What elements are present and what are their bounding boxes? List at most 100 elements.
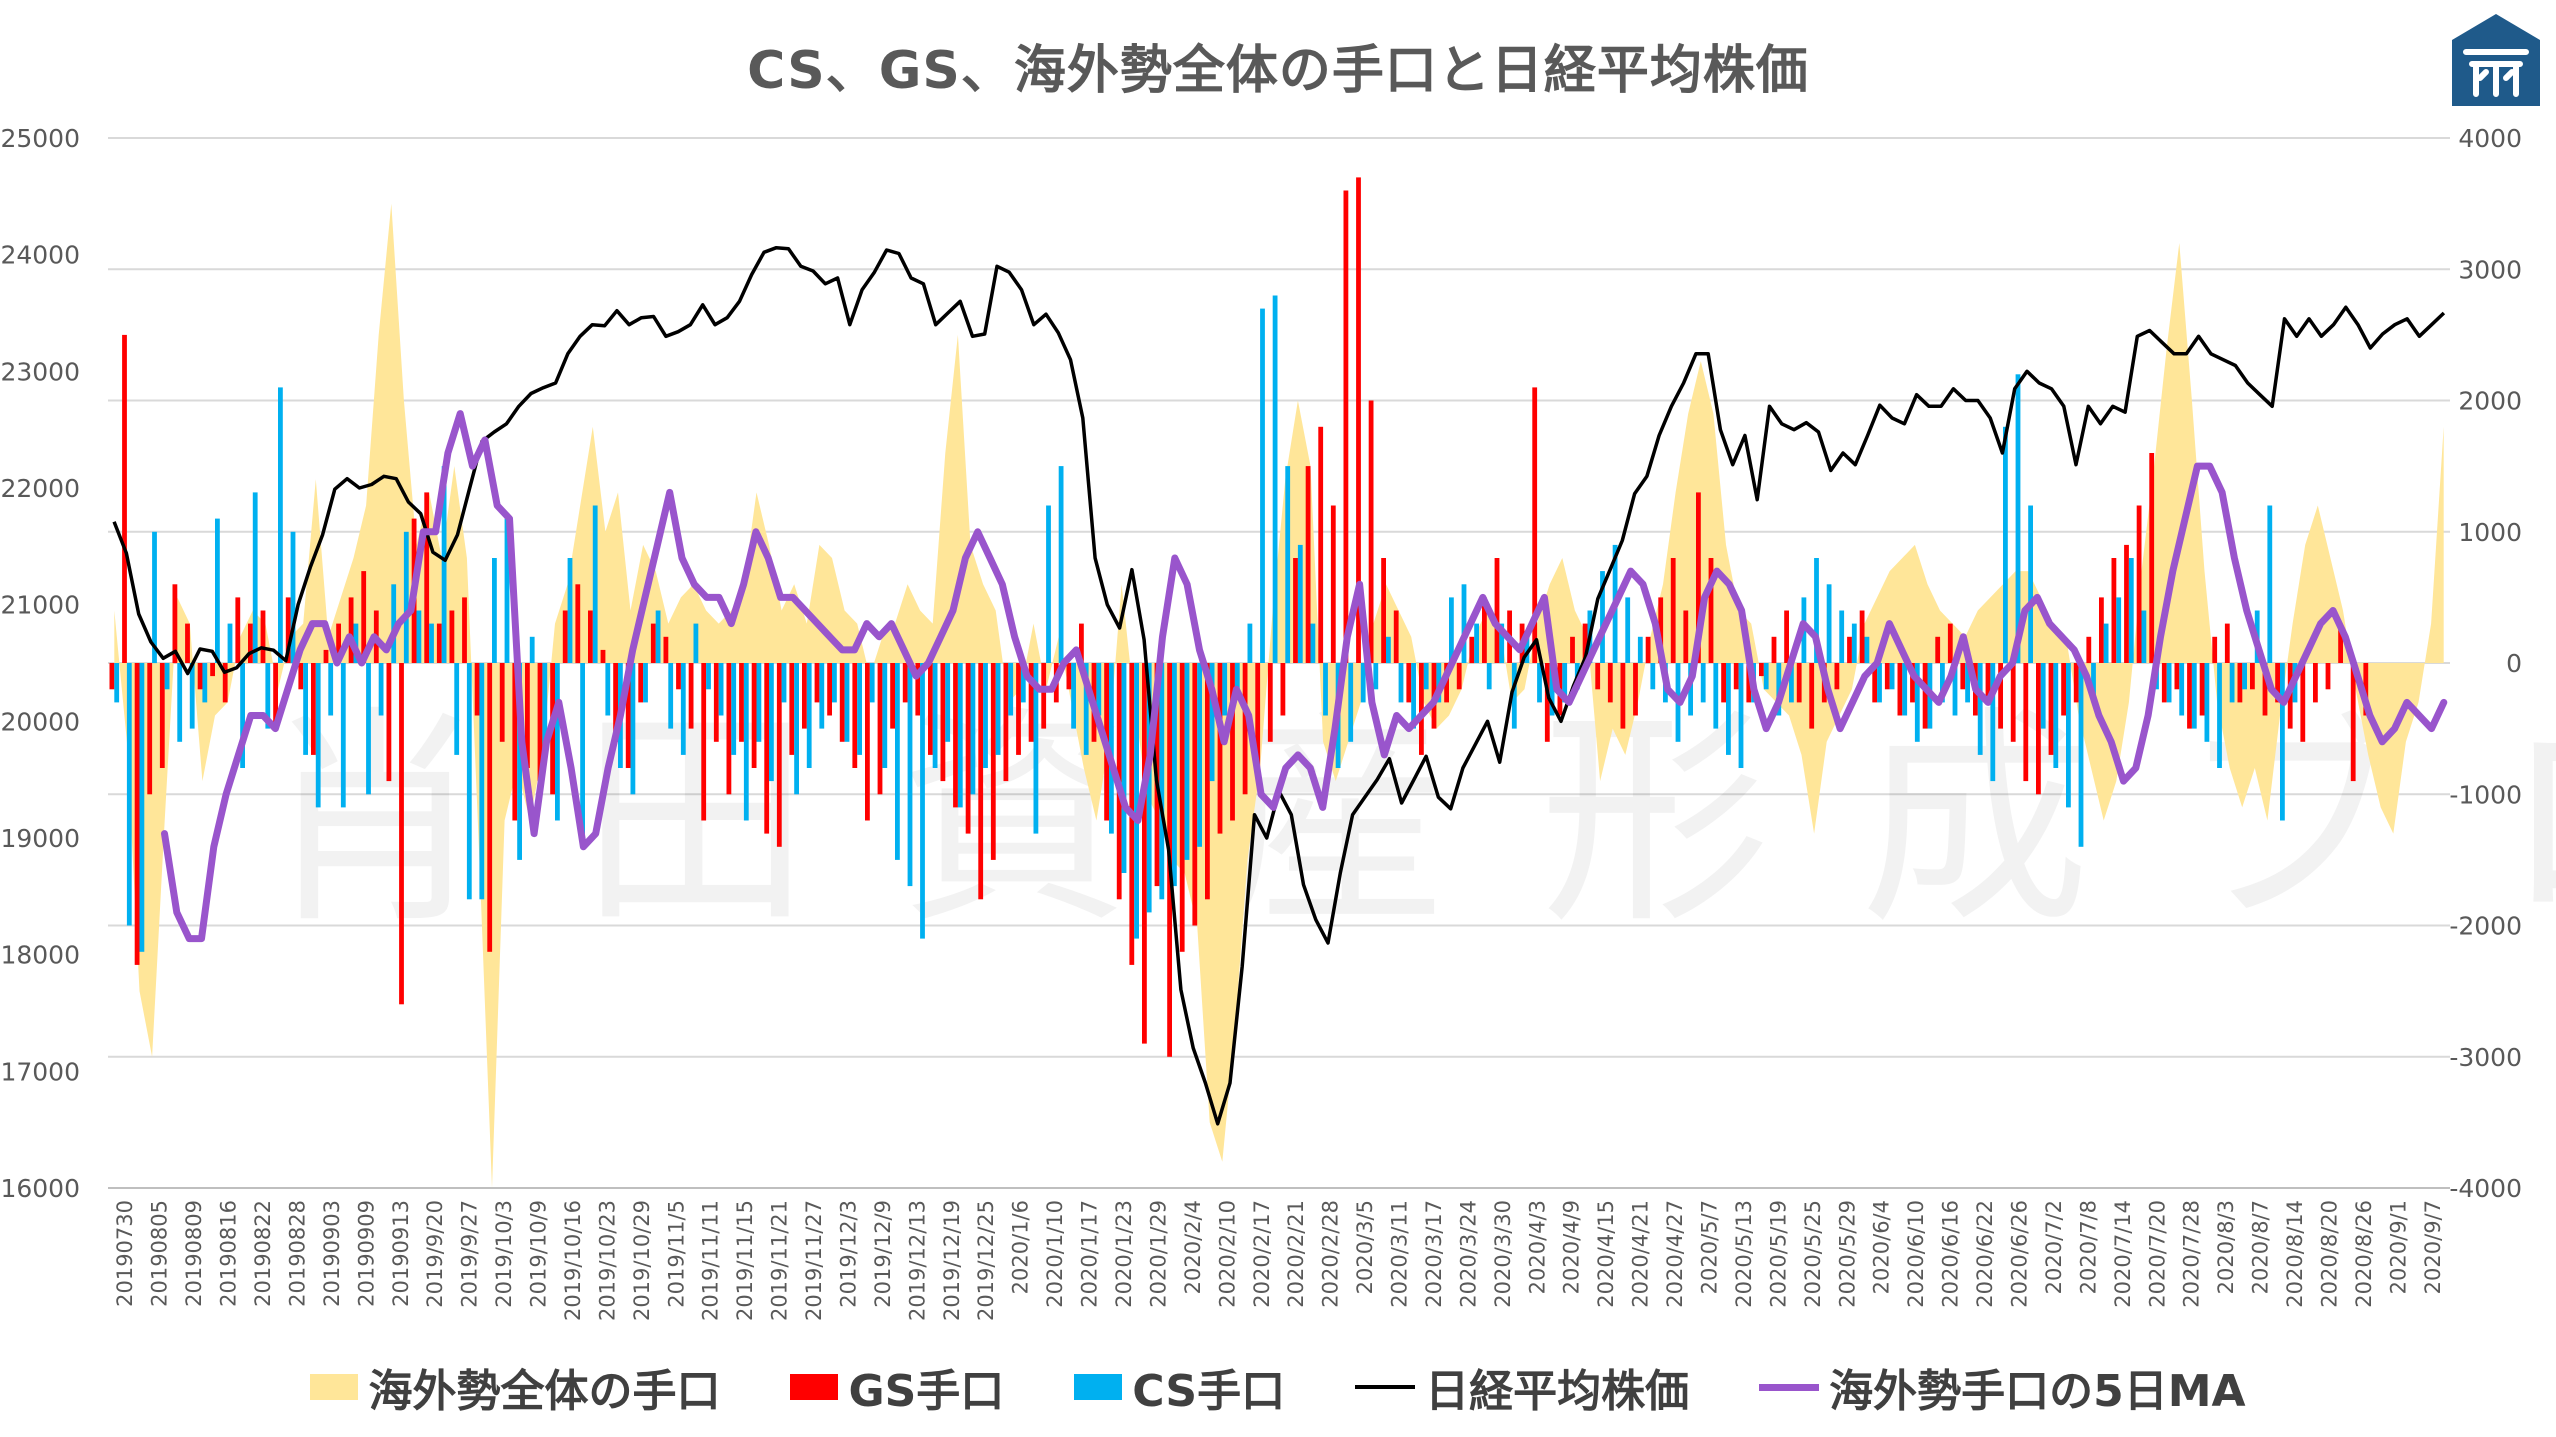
y-right-tick-label: 0 bbox=[2506, 649, 2522, 678]
cs-bar bbox=[152, 531, 157, 664]
cs-bar bbox=[1688, 663, 1693, 716]
gs-bar bbox=[1469, 636, 1475, 664]
cs-bar bbox=[769, 663, 774, 782]
gs-bar bbox=[575, 584, 581, 664]
cs-bar bbox=[983, 663, 988, 768]
x-tick-label: 2020/6/10 bbox=[1904, 1200, 1928, 1308]
cs-bar bbox=[1071, 663, 1076, 729]
legend-item-ma5: 海外勢手口の5日MA bbox=[1759, 1355, 2246, 1419]
x-tick-label: 2020/7/8 bbox=[2076, 1200, 2100, 1294]
cs-bar bbox=[2091, 663, 2096, 703]
x-tick-label: 20190805 bbox=[148, 1200, 172, 1307]
y-right-tick-label: 1000 bbox=[2458, 518, 2522, 547]
gs-bar bbox=[600, 649, 606, 663]
cs-bar bbox=[1134, 663, 1139, 939]
x-tick-label: 2020/8/14 bbox=[2283, 1200, 2307, 1308]
gs-bar bbox=[1305, 466, 1311, 663]
cs-bar bbox=[655, 610, 661, 663]
gs-bar bbox=[1935, 636, 1941, 664]
gs-bar bbox=[1696, 492, 1701, 663]
gs-bar bbox=[222, 663, 228, 703]
gs-bar bbox=[399, 663, 404, 1005]
x-tick-label: 2019/9/27 bbox=[458, 1200, 482, 1308]
gs-bar bbox=[827, 663, 832, 716]
gs-bar bbox=[1544, 663, 1550, 742]
x-tick-label: 2019/11/21 bbox=[768, 1200, 792, 1321]
cs-bar bbox=[328, 663, 334, 716]
x-tick-label: 2020/4/27 bbox=[1663, 1200, 1687, 1308]
cs-bar bbox=[340, 663, 346, 808]
x-tick-label: 2020/6/4 bbox=[1870, 1200, 1894, 1294]
gs-bar bbox=[159, 663, 165, 768]
cs-bar bbox=[1172, 663, 1177, 887]
y-right-tick-label: -4000 bbox=[2449, 1174, 2522, 1203]
x-tick-label: 20190909 bbox=[354, 1200, 378, 1307]
y-right-tick-label: -2000 bbox=[2449, 912, 2522, 941]
gs-bar bbox=[2099, 597, 2104, 663]
cs-bar bbox=[542, 663, 548, 755]
cs-bar bbox=[693, 623, 699, 663]
cs-bar bbox=[945, 663, 951, 742]
cs-bar bbox=[1625, 597, 1631, 663]
gs-bar bbox=[1708, 558, 1714, 663]
cs-bar bbox=[2141, 610, 2147, 663]
cs-bar bbox=[1297, 544, 1303, 663]
cs-bar bbox=[1940, 663, 1945, 703]
cs-bar bbox=[1826, 584, 1832, 664]
x-tick-label: 2020/9/7 bbox=[2421, 1200, 2445, 1294]
cs-bar bbox=[1877, 663, 1882, 703]
gs-bar bbox=[2086, 636, 2092, 664]
x-tick-label: 2020/7/2 bbox=[2042, 1200, 2066, 1294]
gs-bar bbox=[1318, 426, 1324, 664]
gs-bar bbox=[2275, 663, 2280, 703]
gs-bar bbox=[789, 663, 795, 755]
gs-bar bbox=[2313, 663, 2318, 703]
cs-bar bbox=[1348, 663, 1354, 742]
cs-bar bbox=[1700, 663, 1706, 703]
gs-bar bbox=[537, 663, 543, 782]
y-left-tick-label: 23000 bbox=[0, 357, 80, 386]
cs-bar bbox=[1902, 663, 1908, 716]
gs-bar bbox=[1028, 663, 1034, 742]
gs-bar bbox=[1482, 597, 1487, 663]
x-tick-label: 2020/4/9 bbox=[1560, 1200, 1584, 1294]
legend-item-overseas-total: 海外勢全体の手口 bbox=[310, 1355, 720, 1419]
y-left-tick-label: 22000 bbox=[0, 474, 80, 503]
gs-bar bbox=[1041, 663, 1047, 729]
y-right-tick-label: -3000 bbox=[2449, 1043, 2522, 1072]
x-tick-label: 2020/6/16 bbox=[1939, 1200, 1963, 1308]
x-tick-label: 2020/3/11 bbox=[1388, 1200, 1412, 1308]
gs-bar bbox=[2262, 663, 2268, 716]
gs-bar bbox=[235, 597, 241, 663]
gs-bar bbox=[2187, 663, 2192, 729]
gs-bar bbox=[109, 663, 115, 690]
cs-bar bbox=[189, 663, 195, 729]
x-tick-label: 2019/11/27 bbox=[802, 1200, 826, 1321]
legend-swatch-ma5 bbox=[1759, 1383, 1820, 1391]
cs-bar bbox=[240, 663, 245, 768]
gs-bar bbox=[650, 623, 656, 663]
cs-bar bbox=[177, 663, 183, 742]
y-left-tick-label: 19000 bbox=[0, 824, 80, 853]
gs-bar bbox=[613, 663, 618, 742]
cs-bar bbox=[920, 663, 925, 939]
cs-bar bbox=[1360, 663, 1366, 703]
x-tick-label: 2020/7/20 bbox=[2145, 1200, 2169, 1308]
gs-bar bbox=[1217, 663, 1223, 834]
cs-bar bbox=[1272, 295, 1278, 663]
gs-bar bbox=[751, 663, 757, 768]
cs-bar bbox=[1511, 663, 1517, 729]
gs-bar bbox=[311, 663, 316, 755]
gs-bar bbox=[2061, 663, 2066, 716]
x-tick-label: 2020/4/3 bbox=[1525, 1200, 1549, 1294]
x-tick-label: 2020/4/15 bbox=[1594, 1200, 1618, 1308]
x-tick-label: 2019/12/3 bbox=[837, 1200, 861, 1308]
x-tick-label: 2020/3/24 bbox=[1456, 1200, 1480, 1308]
gs-bar bbox=[1834, 663, 1840, 690]
cs-bar bbox=[1184, 663, 1190, 860]
legend-label-nikkei: 日経平均株価 bbox=[1425, 1366, 1690, 1417]
watermark-text: 肖田資産形成ブログ bbox=[260, 688, 2556, 955]
cs-bar bbox=[580, 663, 585, 847]
cs-bar bbox=[1234, 663, 1240, 690]
